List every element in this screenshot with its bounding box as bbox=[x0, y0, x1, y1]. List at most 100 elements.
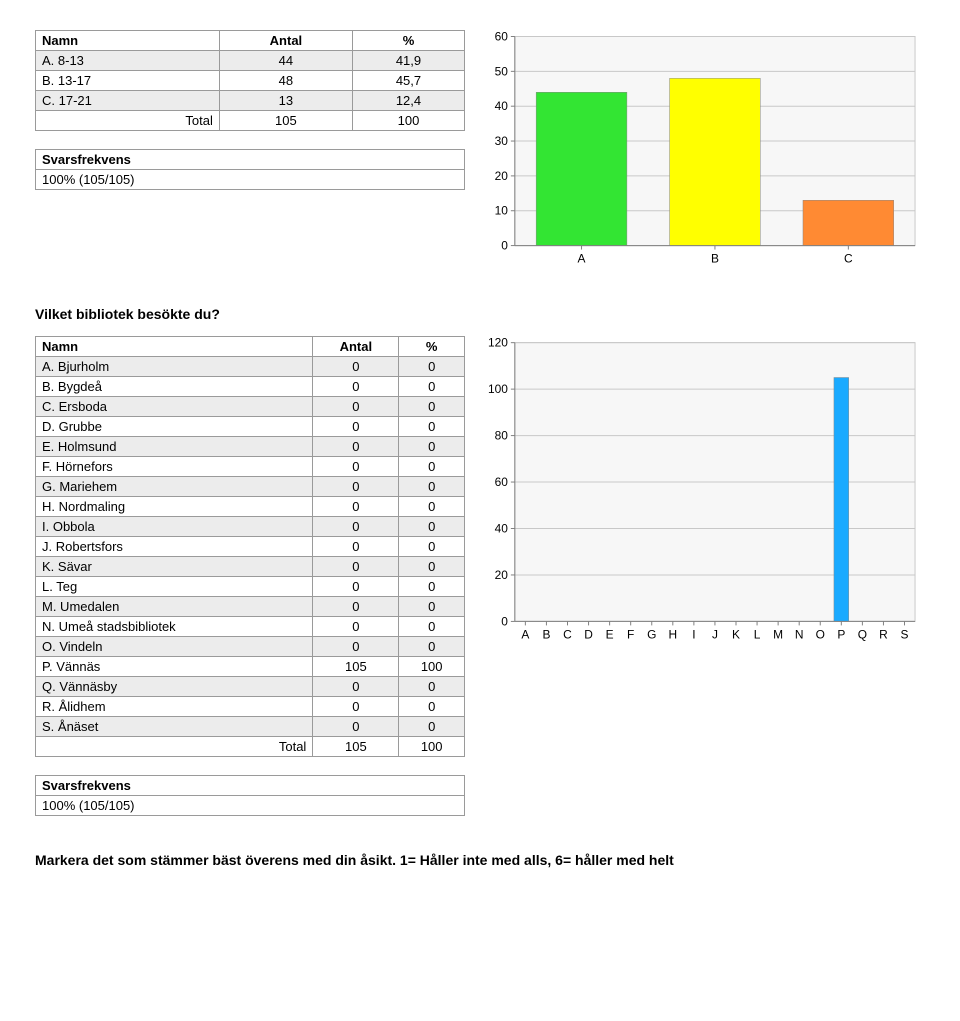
total-value: 100 bbox=[399, 737, 465, 757]
x-tick-label: B bbox=[711, 251, 719, 265]
table-row: B. 13-174845,7 bbox=[36, 71, 465, 91]
cell: 0 bbox=[399, 577, 465, 597]
table-row: G. Mariehem00 bbox=[36, 477, 465, 497]
y-tick-label: 30 bbox=[495, 134, 509, 148]
x-tick-label: L bbox=[754, 627, 761, 641]
table-row: E. Holmsund00 bbox=[36, 437, 465, 457]
table-row: S. Ånäset00 bbox=[36, 717, 465, 737]
x-tick-label: K bbox=[732, 627, 740, 641]
cell: H. Nordmaling bbox=[36, 497, 313, 517]
cell: 0 bbox=[399, 497, 465, 517]
cell: 41,9 bbox=[352, 51, 464, 71]
cell: 0 bbox=[399, 517, 465, 537]
y-tick-label: 60 bbox=[495, 475, 509, 489]
cell: 12,4 bbox=[352, 91, 464, 111]
y-tick-label: 10 bbox=[495, 204, 509, 218]
x-tick-label: N bbox=[795, 627, 804, 641]
y-tick-label: 0 bbox=[501, 614, 508, 628]
x-tick-label: P bbox=[837, 627, 845, 641]
y-tick-label: 120 bbox=[488, 336, 508, 350]
table-row: B. Bygdeå00 bbox=[36, 377, 465, 397]
col-header: Antal bbox=[313, 337, 399, 357]
cell: G. Mariehem bbox=[36, 477, 313, 497]
col-header: Namn bbox=[36, 31, 220, 51]
cell: 0 bbox=[399, 677, 465, 697]
x-tick-label: D bbox=[584, 627, 593, 641]
x-tick-label: I bbox=[692, 627, 695, 641]
cell: 0 bbox=[313, 637, 399, 657]
x-tick-label: A bbox=[521, 627, 529, 641]
cell: C. 17-21 bbox=[36, 91, 220, 111]
table-row: M. Umedalen00 bbox=[36, 597, 465, 617]
total-label: Total bbox=[36, 737, 313, 757]
response-frequency: Svarsfrekvens 100% (105/105) bbox=[35, 775, 465, 816]
y-tick-label: 100 bbox=[488, 382, 508, 396]
x-tick-label: J bbox=[712, 627, 718, 641]
table-row: C. 17-211312,4 bbox=[36, 91, 465, 111]
y-tick-label: 20 bbox=[495, 169, 509, 183]
cell: M. Umedalen bbox=[36, 597, 313, 617]
x-tick-label: A bbox=[578, 251, 586, 265]
library-bar-chart: 020406080100120ABCDEFGHIJKLMNOPQRS bbox=[477, 336, 925, 646]
cell: J. Robertsfors bbox=[36, 537, 313, 557]
total-value: 105 bbox=[219, 111, 352, 131]
cell: 0 bbox=[313, 477, 399, 497]
y-tick-label: 60 bbox=[495, 30, 509, 43]
y-tick-label: 40 bbox=[495, 521, 509, 535]
table-row: F. Hörnefors00 bbox=[36, 457, 465, 477]
cell: O. Vindeln bbox=[36, 637, 313, 657]
table-row: A. 8-134441,9 bbox=[36, 51, 465, 71]
cell: 0 bbox=[399, 557, 465, 577]
cell: 0 bbox=[313, 617, 399, 637]
rating-question: Markera det som stämmer bäst överens med… bbox=[35, 852, 925, 868]
col-header: % bbox=[352, 31, 464, 51]
cell: 0 bbox=[313, 417, 399, 437]
cell: 0 bbox=[399, 397, 465, 417]
cell: 0 bbox=[399, 437, 465, 457]
x-tick-label: E bbox=[606, 627, 614, 641]
total-label: Total bbox=[36, 111, 220, 131]
total-value: 105 bbox=[313, 737, 399, 757]
x-tick-label: C bbox=[563, 627, 572, 641]
cell: 0 bbox=[399, 477, 465, 497]
cell: I. Obbola bbox=[36, 517, 313, 537]
bar bbox=[834, 378, 849, 622]
cell: 0 bbox=[313, 457, 399, 477]
cell: 100 bbox=[399, 657, 465, 677]
cell: 0 bbox=[399, 357, 465, 377]
table-row: D. Grubbe00 bbox=[36, 417, 465, 437]
table-row: H. Nordmaling00 bbox=[36, 497, 465, 517]
cell: 0 bbox=[399, 597, 465, 617]
table-row: R. Ålidhem00 bbox=[36, 697, 465, 717]
cell: 0 bbox=[313, 577, 399, 597]
cell: 48 bbox=[219, 71, 352, 91]
cell: B. Bygdeå bbox=[36, 377, 313, 397]
cell: 0 bbox=[399, 537, 465, 557]
cell: C. Ersboda bbox=[36, 397, 313, 417]
table-row: P. Vännäs105100 bbox=[36, 657, 465, 677]
cell: P. Vännäs bbox=[36, 657, 313, 677]
question-library: Vilket bibliotek besökte du? bbox=[35, 306, 925, 322]
cell: 0 bbox=[313, 397, 399, 417]
x-tick-label: Q bbox=[858, 627, 867, 641]
library-table: NamnAntal%A. Bjurholm00B. Bygdeå00C. Ers… bbox=[35, 336, 465, 757]
y-tick-label: 0 bbox=[501, 239, 508, 253]
age-bar-chart: 0102030405060ABC bbox=[477, 30, 925, 270]
x-tick-label: F bbox=[627, 627, 634, 641]
bar bbox=[670, 78, 761, 245]
y-tick-label: 40 bbox=[495, 99, 509, 113]
x-tick-label: O bbox=[816, 627, 825, 641]
x-tick-label: S bbox=[901, 627, 909, 641]
cell: 0 bbox=[399, 617, 465, 637]
cell: 0 bbox=[313, 437, 399, 457]
col-header: % bbox=[399, 337, 465, 357]
cell: 0 bbox=[313, 597, 399, 617]
cell: 0 bbox=[313, 537, 399, 557]
col-header: Antal bbox=[219, 31, 352, 51]
cell: 0 bbox=[399, 417, 465, 437]
table-row: I. Obbola00 bbox=[36, 517, 465, 537]
table-row: A. Bjurholm00 bbox=[36, 357, 465, 377]
freq-value: 100% (105/105) bbox=[36, 170, 464, 189]
cell: 0 bbox=[313, 697, 399, 717]
col-header: Namn bbox=[36, 337, 313, 357]
